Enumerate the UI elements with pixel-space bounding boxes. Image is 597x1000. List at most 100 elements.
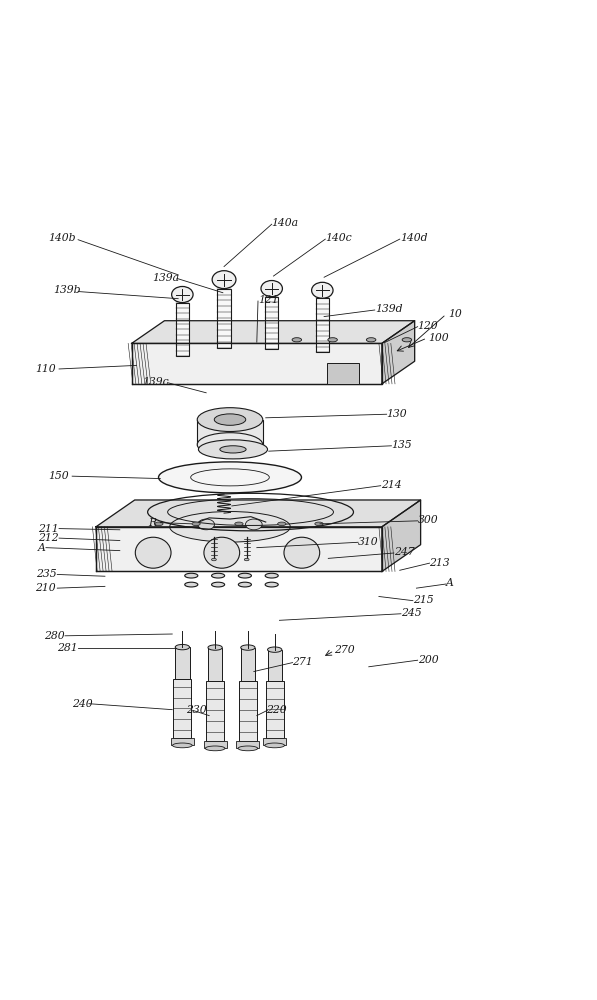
Text: 300: 300 (418, 515, 438, 525)
Ellipse shape (192, 522, 200, 526)
Ellipse shape (171, 286, 193, 303)
Polygon shape (382, 500, 421, 571)
Ellipse shape (265, 573, 278, 578)
Polygon shape (96, 500, 421, 527)
Bar (171, 738, 194, 745)
Ellipse shape (159, 462, 301, 493)
Polygon shape (132, 321, 415, 343)
Text: 213: 213 (429, 558, 450, 568)
Text: 135: 135 (392, 440, 412, 450)
Text: 310: 310 (358, 537, 378, 547)
Text: 212: 212 (38, 533, 59, 543)
Ellipse shape (155, 522, 163, 526)
Text: 230: 230 (186, 705, 207, 715)
Bar (241, 648, 255, 681)
Text: 121: 121 (258, 295, 279, 305)
Ellipse shape (238, 573, 251, 578)
Ellipse shape (267, 647, 282, 652)
Bar (132, 343, 382, 384)
Ellipse shape (136, 537, 171, 568)
Ellipse shape (265, 582, 278, 587)
Text: 214: 214 (381, 480, 401, 490)
Ellipse shape (367, 338, 376, 342)
Ellipse shape (198, 519, 214, 530)
Text: 235: 235 (36, 569, 57, 579)
Ellipse shape (278, 522, 286, 526)
Ellipse shape (241, 645, 255, 650)
Ellipse shape (245, 519, 262, 530)
Ellipse shape (214, 414, 246, 425)
Ellipse shape (261, 281, 282, 297)
Bar (316, 298, 329, 352)
Ellipse shape (173, 743, 192, 748)
Bar (239, 681, 257, 741)
Text: 139b: 139b (53, 285, 81, 295)
Text: 130: 130 (387, 409, 407, 419)
Ellipse shape (170, 512, 290, 542)
Bar (267, 650, 282, 681)
Text: 140a: 140a (272, 218, 299, 228)
Bar (265, 297, 278, 349)
Ellipse shape (328, 338, 337, 342)
Text: 281: 281 (57, 643, 78, 653)
Ellipse shape (211, 582, 224, 587)
Text: 280: 280 (44, 631, 64, 641)
Text: 110: 110 (35, 364, 56, 374)
Text: 210: 210 (35, 583, 56, 593)
Text: 139d: 139d (375, 304, 402, 314)
Text: 139a: 139a (153, 273, 180, 283)
Ellipse shape (184, 582, 198, 587)
Ellipse shape (198, 440, 267, 459)
Bar (175, 647, 189, 679)
Text: 10: 10 (448, 309, 462, 319)
Bar (208, 648, 222, 681)
Bar (204, 741, 227, 748)
Text: 271: 271 (293, 657, 313, 667)
Ellipse shape (315, 522, 323, 526)
Text: A: A (446, 578, 454, 588)
Text: 247: 247 (394, 547, 414, 557)
Ellipse shape (212, 271, 236, 289)
Ellipse shape (402, 338, 412, 342)
Ellipse shape (211, 573, 224, 578)
Text: 140d: 140d (400, 233, 427, 243)
Bar (173, 679, 191, 738)
Ellipse shape (292, 338, 301, 342)
Text: 139c: 139c (143, 377, 169, 387)
Text: 270: 270 (334, 645, 355, 655)
Text: 240: 240 (72, 699, 93, 709)
Ellipse shape (208, 645, 222, 650)
Ellipse shape (284, 537, 320, 568)
Text: 140c: 140c (325, 233, 352, 243)
Ellipse shape (184, 573, 198, 578)
Ellipse shape (175, 644, 189, 650)
Text: 245: 245 (401, 608, 421, 618)
Text: 100: 100 (428, 333, 449, 343)
Ellipse shape (312, 282, 333, 298)
Ellipse shape (141, 504, 319, 549)
Bar (263, 738, 287, 745)
Text: 211: 211 (38, 524, 59, 534)
Bar (96, 527, 382, 571)
Text: 120: 120 (418, 321, 438, 331)
Text: R: R (149, 518, 156, 528)
Ellipse shape (197, 433, 263, 457)
Bar (217, 289, 231, 348)
Text: 220: 220 (266, 705, 287, 715)
Ellipse shape (204, 537, 239, 568)
Ellipse shape (205, 746, 225, 751)
Ellipse shape (220, 446, 246, 453)
Text: 215: 215 (413, 595, 433, 605)
Ellipse shape (235, 522, 243, 526)
Text: 140b: 140b (48, 233, 76, 243)
Ellipse shape (211, 558, 216, 561)
Bar (236, 741, 260, 748)
Ellipse shape (244, 558, 249, 561)
Ellipse shape (238, 582, 251, 587)
Bar (266, 681, 284, 738)
Polygon shape (382, 321, 415, 384)
Text: 200: 200 (418, 655, 438, 665)
Ellipse shape (238, 746, 258, 751)
Bar (176, 303, 189, 356)
Ellipse shape (197, 408, 263, 432)
